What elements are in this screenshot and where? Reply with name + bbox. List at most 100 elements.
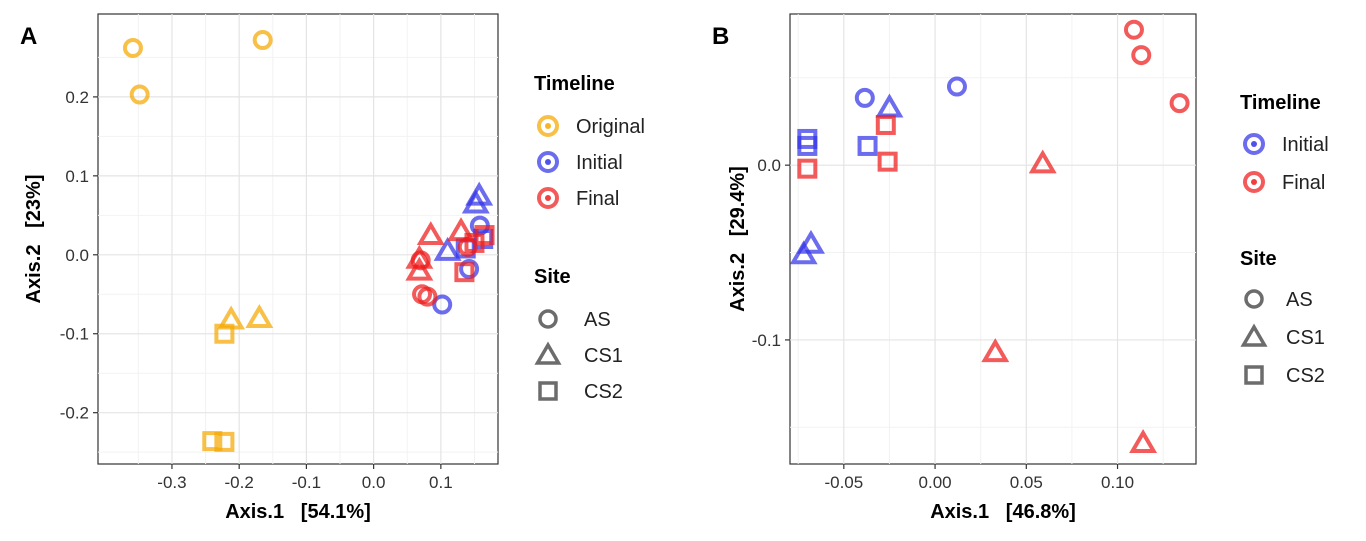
legend-final-label: Final (576, 188, 619, 210)
panel-a-point-initial-as (459, 259, 480, 279)
panel-b-x-axis-title: Axis.1 [46.8%] (930, 501, 1076, 523)
legend-final-label: Final (1282, 172, 1325, 194)
panel-a-y-tick-label: 0.1 (65, 167, 89, 186)
panel-a-point-final-cs1 (416, 221, 445, 246)
legend-initial-key-ring (1243, 133, 1265, 155)
legend-initial-key-dot (1251, 141, 1257, 147)
panel-a-point-original-as (129, 84, 150, 105)
panel-b-x-tick-label: 0.10 (1101, 473, 1134, 492)
panel-a-legend: Timeline Original Initial Final Site AS CS1… (534, 73, 645, 403)
legend-initial-label: Initial (576, 152, 623, 174)
panel-b: B -0.05 0.00 0.05 0.10 -0.1 0.0 Axis.1 [46.8… (712, 13, 1329, 523)
panel-a-legend-site-title: Site (534, 266, 571, 288)
panel-a-y-tick-label: -0.2 (60, 404, 89, 423)
panel-b-point-final-cs2 (877, 151, 898, 172)
panel-b-legend-site-title: Site (1240, 248, 1277, 270)
panel-a-point-final-cs1 (447, 217, 476, 242)
panel-a-points (122, 30, 495, 452)
legend-final-key-ring (537, 187, 559, 209)
panel-b-point-final-cs1 (981, 338, 1010, 363)
panel-b-plot-area (789, 13, 1197, 465)
legend-cs1-label: CS1 (1286, 327, 1325, 349)
panel-a-x-tick-label: -0.2 (225, 473, 254, 492)
panel-b-legend-timeline: Initial Final (1243, 133, 1329, 194)
panel-b-point-final-cs2 (797, 158, 818, 179)
panel-a-point-final-as (410, 250, 431, 271)
panel-b-legend: Timeline Initial Final Site AS CS1 CS2 (1240, 92, 1329, 387)
panel-a-point-initial-cs1 (461, 189, 490, 214)
panel-a-x-tick-label: 0.0 (362, 473, 386, 492)
panel-b-point-final-cs1 (1129, 429, 1158, 454)
panel-b-x-tick-label: 0.05 (1010, 473, 1043, 492)
legend-original-label: Original (576, 116, 645, 138)
panel-b-point-final-as (1131, 45, 1152, 66)
legend-cs1-key-shape (1240, 323, 1268, 347)
panel-a-label: A (20, 23, 37, 50)
panel-a-plot-area (97, 13, 499, 465)
panel-a-y-ticks: -0.2 -0.1 0.0 0.1 0.2 (60, 88, 98, 423)
panel-b-y-ticks: -0.1 0.0 (752, 156, 790, 350)
panel-a-legend-timeline-title: Timeline (534, 73, 615, 95)
panel-a-x-tick-label: 0.1 (429, 473, 453, 492)
panel-a-point-original-cs2 (214, 431, 235, 452)
legend-final-key-dot (545, 195, 551, 201)
panel-a-x-tick-label: -0.1 (292, 473, 321, 492)
panel-a-point-original-as (122, 37, 143, 58)
panel-b-x-tick-label: -0.05 (824, 473, 863, 492)
legend-original-key-ring (537, 115, 559, 137)
panel-a-point-original-cs2 (202, 431, 223, 452)
panel-a-y-tick-label: 0.2 (65, 88, 89, 107)
legend-final-key-ring (1243, 171, 1265, 193)
panel-b-label: B (712, 23, 729, 50)
panel-a-legend-timeline: Original Initial Final (537, 115, 645, 210)
panel-b-point-final-as (1123, 19, 1144, 40)
panel-b-legend-timeline-title: Timeline (1240, 92, 1321, 114)
panel-a-point-final-cs2 (454, 262, 475, 283)
panel-a: A -0.3 -0.2 -0.1 0.0 0.1 -0.2 -0.1 0.0 0.1 0.2 A… (20, 13, 645, 523)
legend-cs1-key-shape (534, 341, 562, 365)
legend-cs2-key-shape (538, 381, 558, 401)
panel-b-point-initial-cs1 (797, 229, 825, 254)
panel-b-y-axis-title: Axis.2 [29.4%] (727, 166, 749, 312)
legend-cs2-label: CS2 (1286, 365, 1325, 387)
panel-b-x-ticks: -0.05 0.00 0.05 0.10 (824, 464, 1134, 492)
panel-a-legend-site: AS CS1 CS2 (534, 309, 623, 403)
panel-a-x-tick-label: -0.3 (157, 473, 186, 492)
panel-a-point-original-as (252, 30, 273, 51)
panel-b-legend-site: AS CS1 CS2 (1240, 289, 1325, 387)
legend-as-label: AS (1286, 289, 1313, 311)
panel-b-y-tick-label: 0.0 (757, 156, 781, 175)
panel-b-point-final-cs2 (875, 114, 896, 135)
panel-b-x-tick-label: 0.00 (919, 473, 952, 492)
legend-cs2-label: CS2 (584, 381, 623, 403)
panel-b-point-initial-cs2 (797, 135, 818, 156)
panel-a-point-initial-cs1 (433, 236, 462, 261)
panel-a-y-axis-title: Axis.2 [23%] (23, 175, 45, 304)
panel-b-point-initial-as (946, 76, 967, 97)
panel-a-y-tick-label: 0.0 (65, 246, 89, 265)
legend-initial-label: Initial (1282, 134, 1329, 156)
panel-b-grid (790, 14, 1196, 464)
legend-cs1-label: CS1 (584, 345, 623, 367)
panel-b-points (789, 19, 1190, 454)
panel-a-point-initial-as (432, 294, 453, 315)
panel-a-point-final-cs2 (464, 232, 485, 253)
panel-b-point-initial-as (854, 87, 875, 108)
panel-a-grid (98, 14, 498, 464)
panel-a-y-tick-label: -0.1 (60, 325, 89, 344)
panel-a-point-original-cs1 (245, 303, 274, 328)
panel-b-y-tick-label: -0.1 (752, 331, 781, 350)
legend-cs2-key-shape (1244, 365, 1264, 385)
legend-initial-key-dot (545, 159, 551, 165)
panel-b-point-initial-cs2 (857, 135, 878, 156)
panel-a-x-ticks: -0.3 -0.2 -0.1 0.0 0.1 (157, 464, 453, 492)
panel-a-point-original-cs2 (214, 323, 235, 344)
panel-a-point-final-cs1 (405, 256, 434, 281)
legend-initial-key-ring (537, 151, 559, 173)
legend-as-key-shape (538, 309, 558, 329)
legend-final-key-dot (1251, 179, 1257, 185)
legend-as-key-shape (1244, 289, 1264, 309)
panel-a-x-axis-title: Axis.1 [54.1%] (225, 501, 371, 523)
panel-a-point-final-as (417, 286, 438, 307)
